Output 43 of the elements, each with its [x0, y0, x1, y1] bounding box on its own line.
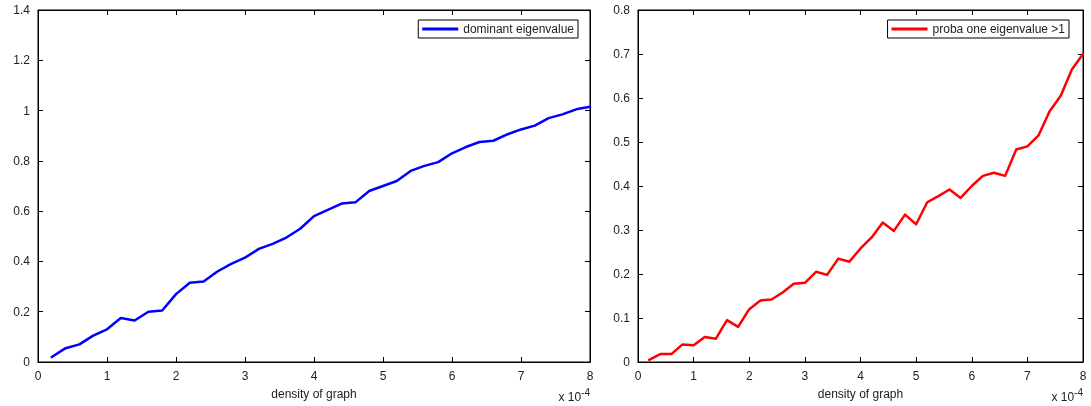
x-tick-label: 4: [857, 369, 865, 383]
y-tick-label: 0: [623, 355, 631, 369]
x-tick-label: 0: [34, 369, 42, 383]
y-tick-label: 0.8: [13, 153, 31, 168]
x-tick-label: 7: [517, 369, 525, 383]
y-tick-label: 1: [23, 103, 31, 118]
legend-label: proba one eigenvalue >1: [932, 22, 1066, 36]
y-tick-label: 0.5: [613, 135, 631, 149]
legend-label: dominant eigenvalue: [463, 22, 575, 36]
x-tick-label: 8: [586, 369, 594, 383]
y-tick-label: 0: [23, 355, 31, 369]
x-tick-label: 8: [1079, 369, 1087, 383]
y-tick-label: 0.1: [613, 311, 631, 325]
x-tick-label: 6: [968, 369, 976, 383]
text: x 10$^{-4}$: [1051, 387, 1083, 404]
y-tick-label: 0.4: [613, 179, 631, 193]
x-tick-label: 7: [1024, 369, 1032, 383]
line-series: [50, 105, 592, 359]
x-tick-label: 5: [379, 369, 387, 383]
x-tick-label: 4: [310, 369, 318, 383]
y-tick-label: 0.2: [13, 304, 31, 319]
x-tick-label: 5: [912, 369, 920, 383]
y-tick-label: 1.2: [13, 53, 31, 68]
x-tick-label: 2: [745, 369, 753, 383]
y-tick-label: 0.6: [13, 204, 31, 219]
x-tick-label: 0: [634, 369, 642, 383]
y-tick-label: 1.4: [13, 3, 31, 17]
x-tick-label: 3: [241, 369, 249, 383]
x-tick-label: 1: [690, 369, 698, 383]
y-tick-label: 0.2: [613, 267, 631, 281]
x-axis-title: density of graph: [817, 387, 904, 401]
x-axis-title: density of graph: [271, 387, 357, 401]
x-tick-label: 1: [103, 369, 111, 383]
y-tick-label: 0.8: [613, 3, 631, 17]
text: x 10$^{-4}$: [558, 387, 590, 404]
y-tick-label: 0.4: [13, 254, 31, 269]
line-series: [647, 52, 1085, 362]
y-tick-label: 0.3: [613, 223, 631, 237]
x-tick-label: 2: [172, 369, 180, 383]
y-tick-label: 0.7: [613, 47, 631, 61]
x-tick-label: 6: [448, 369, 456, 383]
x-tick-label: 3: [801, 369, 809, 383]
y-tick-label: 0.6: [613, 91, 631, 105]
